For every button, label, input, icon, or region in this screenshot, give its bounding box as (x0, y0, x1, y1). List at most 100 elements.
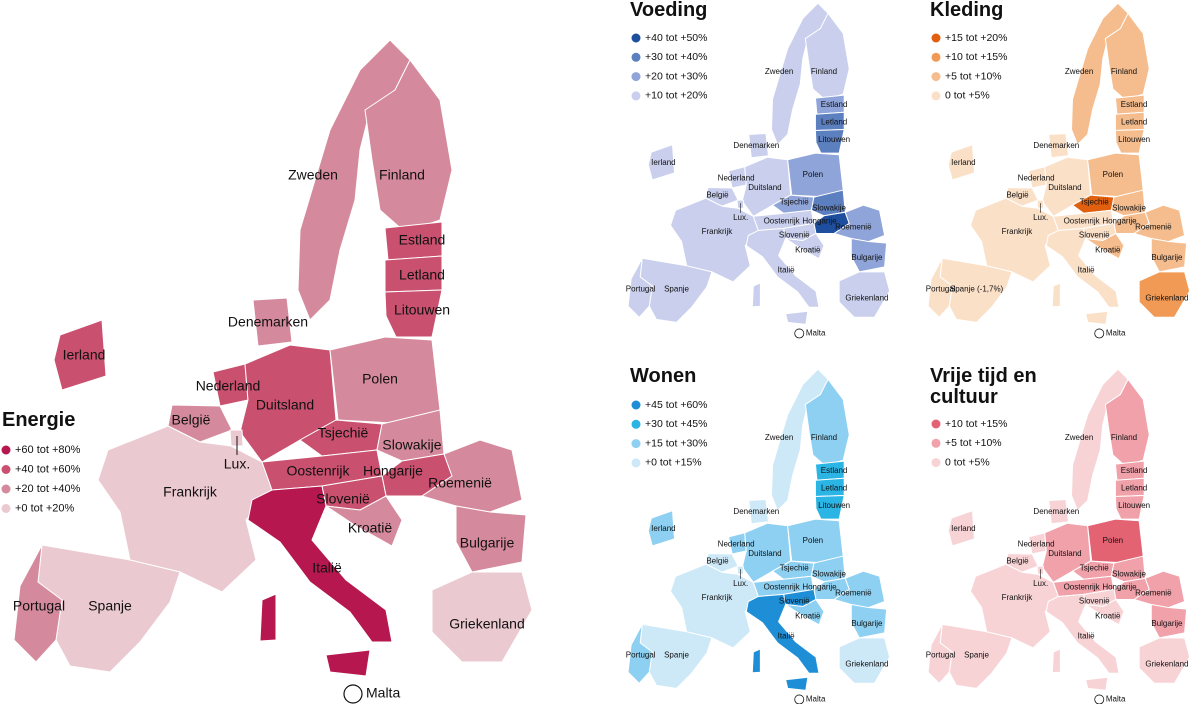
country-label: Kroatië (795, 245, 821, 254)
country (850, 238, 888, 273)
country-label: Slowakije (812, 203, 846, 212)
country (384, 289, 443, 338)
legend-swatch (931, 458, 941, 468)
country (850, 604, 888, 639)
country-label: Bulgarije (460, 535, 515, 551)
country (969, 563, 1059, 649)
country-label: Finland (811, 433, 837, 442)
legend-swatch (931, 438, 941, 448)
country (1104, 378, 1150, 467)
malta-marker (343, 684, 363, 704)
country-label: Ierland (951, 158, 975, 167)
legend-swatch (931, 52, 941, 62)
country (785, 232, 825, 260)
legend-label: 0 tot +5% (945, 456, 990, 468)
country (814, 128, 845, 154)
country-label: Slovenië (779, 231, 810, 240)
country-label: Lux. (733, 579, 748, 588)
country (770, 2, 829, 146)
country (647, 144, 676, 181)
country (748, 132, 769, 159)
map: Zweden Finland Estland Letland Litouwen Denem… (626, 2, 891, 339)
country-label: Spanje (664, 651, 689, 660)
country (1085, 232, 1125, 260)
country (785, 310, 809, 325)
country (1045, 593, 1120, 674)
country-label: Griekenland (1145, 294, 1188, 303)
country (1138, 271, 1191, 318)
legend-label: +30 tot +45% (645, 418, 707, 430)
country (770, 368, 829, 512)
legend-swatch (631, 91, 641, 101)
country-label: Oostenrijk (764, 582, 801, 591)
legend-label: 0 tot +5% (945, 90, 990, 102)
country (969, 197, 1059, 283)
country (1085, 676, 1109, 691)
legend-label: +30 tot +40% (645, 51, 707, 63)
country-label: Bulgarije (851, 619, 883, 628)
legend-swatch (631, 419, 641, 429)
legend-swatch (631, 458, 641, 468)
country-label: Oostenrijk (764, 216, 801, 225)
country-label: Polen (362, 371, 398, 387)
country-label: Zweden (765, 67, 793, 76)
country-label: Slovenië (1079, 231, 1110, 240)
country-label: Griekenland (449, 616, 525, 632)
country-label: Hongarije (1102, 582, 1137, 591)
country-label: Tsjechië (780, 197, 809, 206)
malta-label: Malta (806, 695, 826, 704)
country (810, 555, 846, 583)
country-label: Estland (399, 232, 446, 248)
country-label: Nederland (1018, 174, 1055, 183)
country-label: Ierland (63, 347, 106, 363)
country-label: Nederland (718, 540, 755, 549)
country-label: Polen (1103, 536, 1123, 545)
country (1048, 132, 1069, 159)
country (804, 378, 850, 467)
country-label: Polen (1103, 170, 1123, 179)
country-label: Griekenland (845, 294, 888, 303)
malta-label: Malta (1106, 329, 1126, 338)
legend-label: +10 tot +15% (945, 51, 1007, 63)
country (804, 12, 850, 101)
country-label: Lux. (1033, 213, 1048, 222)
country (627, 623, 653, 684)
country-label: Roemenië (1135, 589, 1172, 598)
country-label: Italië (312, 560, 342, 576)
country (705, 553, 739, 573)
country (1114, 128, 1145, 154)
country-label: Letland (399, 267, 445, 283)
country-label: Spanje (664, 285, 689, 294)
country-label: België (1006, 191, 1029, 200)
country-label: Letland (821, 483, 847, 492)
country-label: Litouwen (818, 501, 850, 510)
country-label: Finland (379, 167, 425, 183)
country-label: Letland (1121, 483, 1147, 492)
map-title: Kleding (930, 0, 1004, 21)
legend-label: +60 tot +80% (15, 444, 81, 456)
country-label: Duitsland (1048, 549, 1081, 558)
country-label: Duitsland (1048, 183, 1081, 192)
country (1150, 604, 1188, 639)
country-label: Denemarken (228, 314, 308, 330)
country-label: Ierland (651, 158, 675, 167)
map: Zweden Finland Estland Letland Litouwen Denem… (926, 368, 1191, 704)
country-label: Slowakije (1112, 203, 1146, 212)
legend-label: +0 tot +15% (645, 457, 702, 469)
legend-label: +15 tot +30% (645, 437, 707, 449)
country (1070, 2, 1129, 146)
country (325, 495, 403, 547)
country (1104, 12, 1150, 101)
country-label: Portugal (926, 285, 956, 294)
country-label: Litouwen (1118, 135, 1150, 144)
malta-marker (1094, 328, 1105, 339)
map-title: Wonen (630, 365, 697, 387)
country (1048, 498, 1069, 525)
country-label: Hongarije (802, 216, 837, 225)
country-label: Nederland (196, 378, 261, 394)
country-label: Spanje (88, 598, 132, 614)
country-label: Lux. (733, 213, 748, 222)
country (705, 187, 739, 207)
country-label: Bulgarije (1151, 619, 1183, 628)
